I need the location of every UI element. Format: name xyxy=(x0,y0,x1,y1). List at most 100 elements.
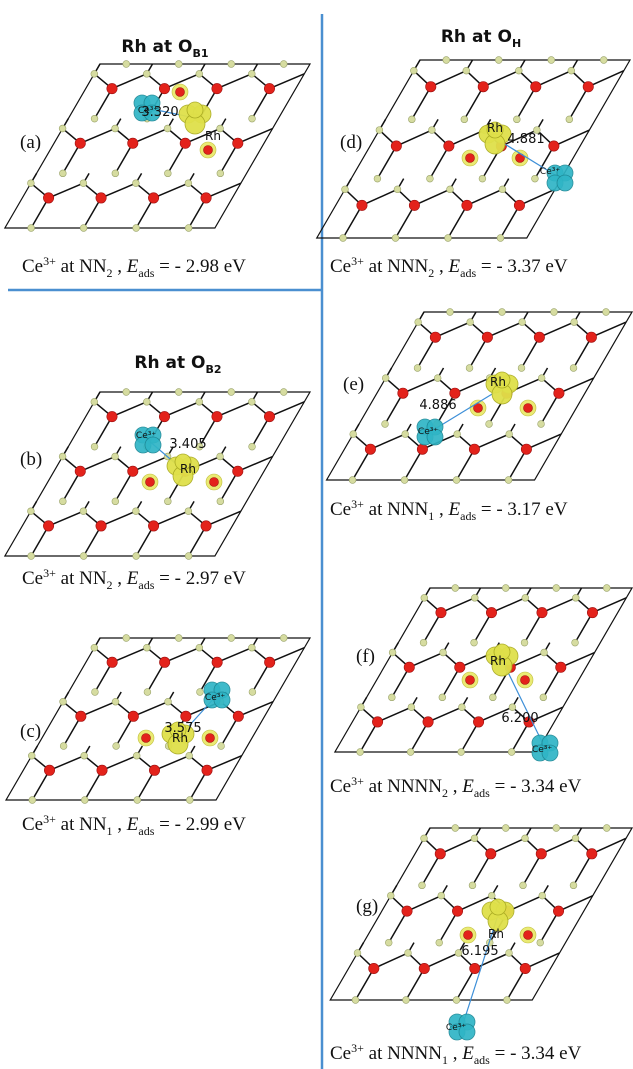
bond xyxy=(402,377,438,394)
bond xyxy=(526,433,562,450)
ce-atom xyxy=(90,442,99,451)
bond xyxy=(48,182,84,199)
ce-atom xyxy=(27,224,35,232)
bond xyxy=(199,661,218,693)
bond xyxy=(49,755,85,771)
section-title-oh: Rh at OH xyxy=(441,27,521,50)
ce-atom xyxy=(446,308,454,316)
bond xyxy=(423,952,459,970)
distance-label: 3.405 xyxy=(169,437,206,452)
hex-lattice xyxy=(348,308,627,484)
ce-atom xyxy=(90,70,98,78)
ce-atom xyxy=(196,688,204,696)
hex-lattice xyxy=(339,56,625,242)
ce-atom xyxy=(81,796,89,804)
ce-atom xyxy=(90,644,99,652)
o-atom xyxy=(533,331,545,343)
bond xyxy=(542,666,562,698)
bond xyxy=(93,88,113,120)
o-atom xyxy=(159,656,171,668)
rh-spin-density xyxy=(161,721,195,755)
rh-spin-density xyxy=(481,898,515,932)
ce3-lobe xyxy=(213,691,231,709)
o-atom xyxy=(158,83,170,95)
bond xyxy=(471,853,492,886)
o-atom xyxy=(203,145,213,155)
bond xyxy=(534,145,555,180)
ce3-label: Ce³⁺ xyxy=(418,427,438,437)
o-atom xyxy=(403,661,415,673)
ce-atom xyxy=(175,388,183,396)
ce-atom xyxy=(603,824,611,832)
bond xyxy=(342,204,363,239)
bond xyxy=(220,715,239,747)
bond xyxy=(100,182,137,199)
panel-letter: (f) xyxy=(356,646,375,667)
ce-atom xyxy=(540,648,548,657)
bond xyxy=(455,448,476,481)
ce-atom xyxy=(111,452,119,461)
ce3-label: Ce³⁺ xyxy=(446,1023,466,1033)
ce-atom xyxy=(531,174,539,183)
bond xyxy=(587,69,625,88)
o-atom xyxy=(232,137,244,149)
bond xyxy=(30,197,50,229)
bond xyxy=(519,188,556,207)
o-atom xyxy=(485,607,497,619)
bond xyxy=(164,647,200,663)
ce-atom xyxy=(28,796,36,804)
rh-spin-density xyxy=(485,643,519,677)
ce-atom xyxy=(569,364,578,372)
panel-letter: (e) xyxy=(343,374,364,395)
o-atom xyxy=(555,661,567,673)
ce-atom xyxy=(216,497,225,506)
panel-letter: (d) xyxy=(340,132,362,153)
ce-atom xyxy=(406,748,415,756)
ce-atom xyxy=(248,70,256,78)
o-atom xyxy=(429,331,441,343)
bond xyxy=(422,612,442,644)
bond xyxy=(269,647,305,663)
o-atom xyxy=(390,140,402,152)
caption: Ce3+ at NN2 , Eads = - 2.98 eV xyxy=(22,254,246,280)
ce3-lobe xyxy=(458,1023,476,1041)
ce3-spin-density xyxy=(134,426,162,454)
o-atom xyxy=(469,962,481,974)
ce-atom xyxy=(195,70,203,78)
ce-atom xyxy=(163,124,172,133)
o-atom xyxy=(536,607,548,619)
bond xyxy=(167,142,186,174)
ce-atom xyxy=(59,497,67,506)
o-atom xyxy=(106,656,118,668)
ce-atom xyxy=(217,742,225,750)
ce-atom xyxy=(498,185,507,194)
o-atom xyxy=(530,81,542,93)
ce-atom xyxy=(567,66,576,75)
o-atom xyxy=(175,87,185,97)
bond xyxy=(440,597,476,614)
bond xyxy=(198,416,218,448)
panel-letter: (b) xyxy=(20,449,42,470)
ce-atom xyxy=(164,698,172,706)
bond xyxy=(468,336,489,369)
ce-atom xyxy=(357,703,365,711)
bond xyxy=(560,651,595,668)
ce-atom xyxy=(59,742,68,750)
o-atom xyxy=(452,905,464,917)
ce-atom xyxy=(402,996,410,1004)
ce-atom xyxy=(515,66,523,75)
ce-atom xyxy=(248,398,256,406)
panel-b: Rh Ce³⁺ 3.405 (b) Ce3+ at NN2 , Eads = - 2.9… xyxy=(3,388,312,592)
ce-atom xyxy=(437,891,445,900)
bond xyxy=(491,597,526,614)
panel-letter: (g) xyxy=(356,896,378,917)
ce-atom xyxy=(502,584,510,592)
ce-atom xyxy=(451,824,459,832)
ce-atom xyxy=(216,124,224,133)
svg-text:Rh at OB1: Rh at OB1 xyxy=(121,37,208,60)
distance-label: 4.881 xyxy=(507,132,544,147)
o-atom xyxy=(523,403,533,413)
rh-label: Rh xyxy=(487,121,503,135)
o-atom xyxy=(443,140,455,152)
